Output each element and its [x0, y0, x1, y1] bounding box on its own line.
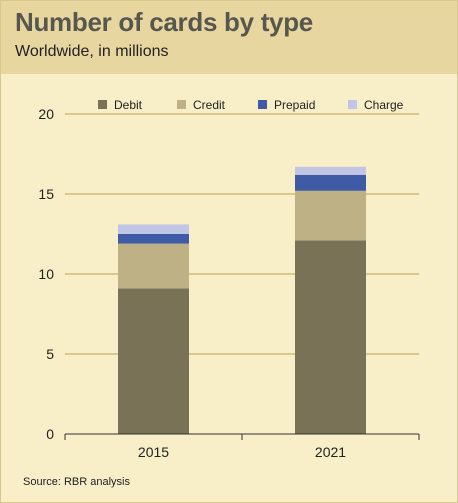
y-tick-label-15: 15 — [38, 186, 54, 202]
legend-swatch-prepaid — [258, 100, 267, 109]
legend-swatch-charge — [348, 100, 357, 109]
bar-2015-debit — [118, 288, 189, 434]
x-tick-label-2021: 2021 — [315, 444, 346, 460]
bar-2021-credit — [295, 190, 366, 241]
legend-swatch-credit — [177, 100, 186, 109]
legend-label-prepaid: Prepaid — [274, 98, 315, 112]
source-note: Source: RBR analysis — [23, 476, 130, 488]
bar-2021-charge — [295, 166, 366, 175]
legend-label-charge: Charge — [364, 98, 404, 112]
chart-subtitle: Worldwide, in millions — [15, 43, 169, 60]
stacked-bar-chart: 0 5 10 15 20 2015 2021 Debit Credit Prepaid Charge — [38, 98, 420, 460]
bar-2015-charge — [118, 224, 189, 234]
chart-header: Number of cards by type Worldwide, in mi… — [1, 1, 457, 74]
chart-title: Number of cards by type — [15, 7, 313, 37]
bar-2021-debit — [295, 240, 366, 434]
legend-swatch-debit — [98, 100, 107, 109]
y-tick-label-10: 10 — [38, 266, 54, 282]
y-tick-label-5: 5 — [46, 346, 54, 362]
x-tick-label-2015: 2015 — [138, 444, 169, 460]
bar-2021-prepaid — [295, 174, 366, 191]
bar-2015-credit — [118, 243, 189, 289]
legend-label-debit: Debit — [114, 98, 143, 112]
y-tick-label-0: 0 — [46, 426, 54, 442]
legend-label-credit: Credit — [193, 98, 226, 112]
bar-2015-prepaid — [118, 234, 189, 244]
y-tick-label-20: 20 — [38, 106, 54, 122]
